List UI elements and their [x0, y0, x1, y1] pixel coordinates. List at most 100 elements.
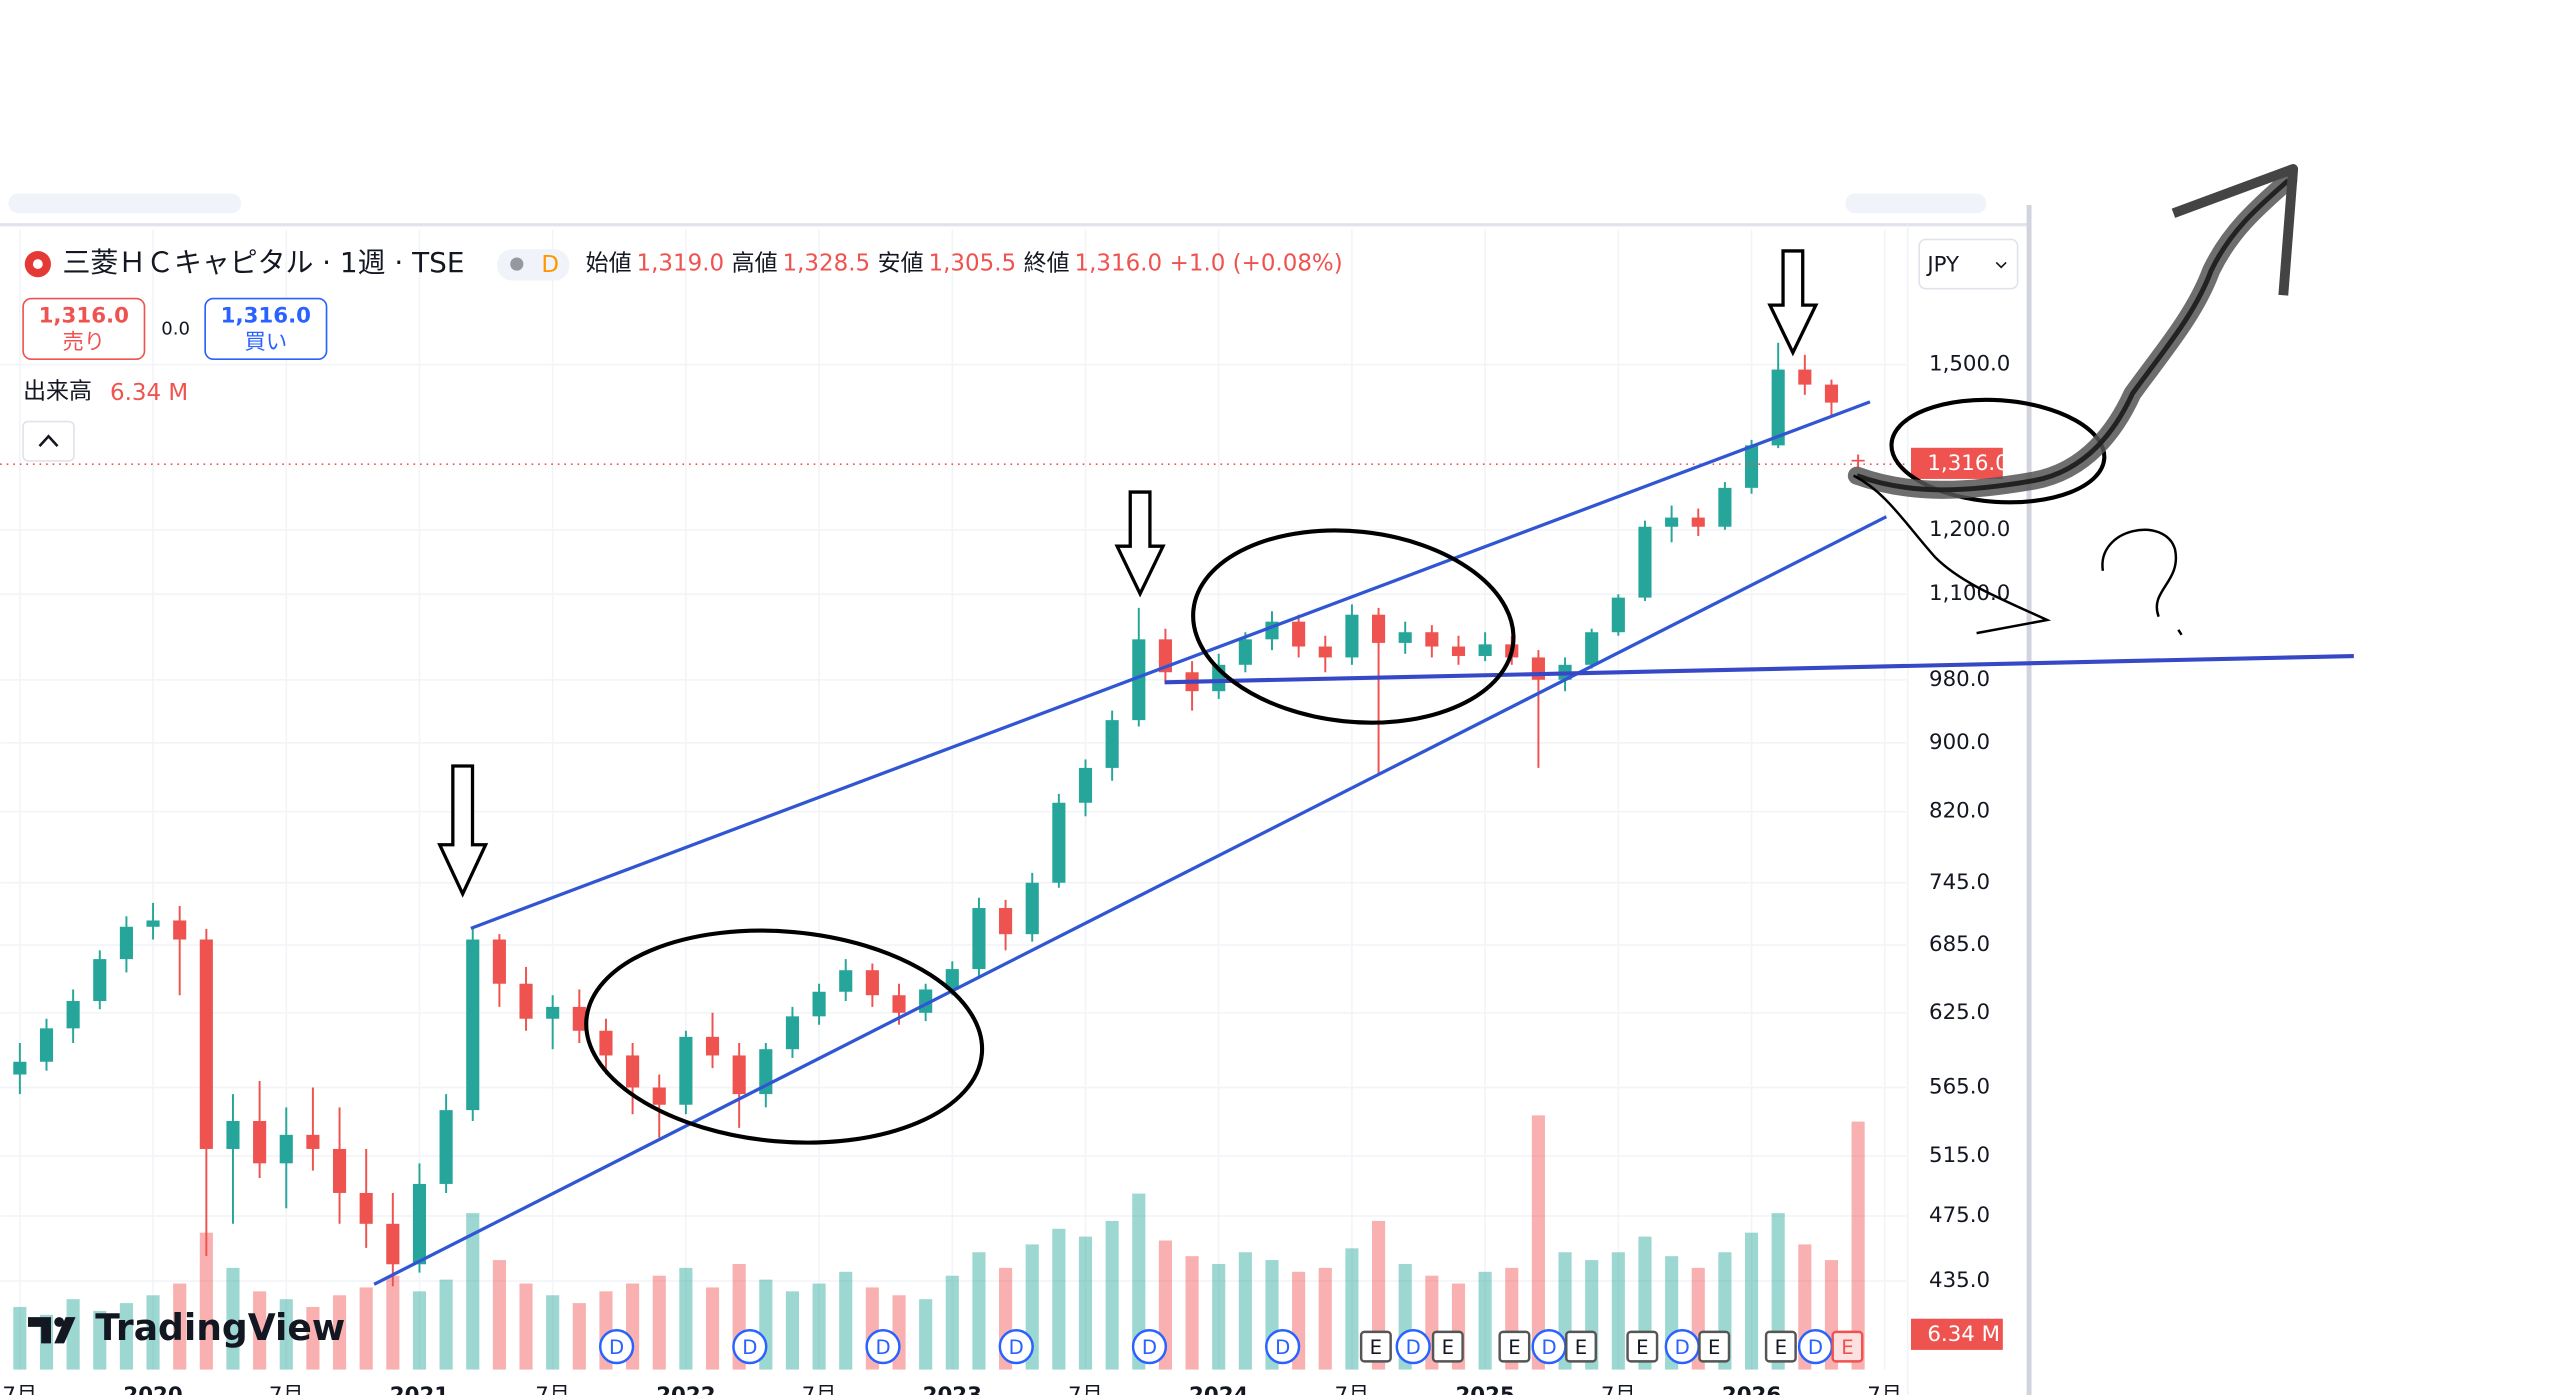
- candle-body: [439, 1110, 453, 1184]
- volume-bar: [66, 1299, 80, 1370]
- event-label: E: [1508, 1336, 1520, 1359]
- candle-body: [412, 1183, 427, 1265]
- volume-bar: [386, 1275, 400, 1370]
- buy-price[interactable]: 1,316.0: [221, 304, 311, 329]
- volume-bar: [146, 1295, 160, 1370]
- volume-bar: [226, 1267, 240, 1370]
- sell-label[interactable]: 売り: [62, 330, 105, 355]
- question-mark: [2101, 528, 2183, 636]
- candle-body: [1345, 614, 1359, 658]
- volume-bar: [785, 1291, 800, 1370]
- volume-bar: [1185, 1256, 1199, 1370]
- annotation-arrow: [437, 764, 489, 898]
- toolbar-pill: [1845, 193, 1987, 214]
- event-label: D: [875, 1336, 890, 1359]
- price-tag: 1,316.0: [1927, 451, 2008, 476]
- candle-body: [1771, 369, 1785, 446]
- x-tick-label: 7月: [802, 1383, 837, 1395]
- volume-bar: [1345, 1248, 1359, 1370]
- candle-body: [1691, 517, 1705, 527]
- volume-bar: [1478, 1271, 1492, 1370]
- volume-bar: [492, 1260, 506, 1370]
- y-tick-label: 685.0: [1929, 932, 1990, 957]
- candle-body: [359, 1192, 373, 1224]
- scribble-arrowhead: [2171, 164, 2299, 296]
- volume-bar: [412, 1291, 427, 1370]
- ohlc-label: 始値: [586, 251, 632, 277]
- volume-bar: [1052, 1228, 1066, 1370]
- event-marker: [1626, 1330, 1659, 1363]
- y-tick-label: 1,500.0: [1929, 352, 2010, 377]
- candle-body: [1372, 614, 1386, 643]
- candle-body: [865, 970, 879, 996]
- ohlc-value: 1,319.0: [637, 251, 725, 277]
- event-marker: [598, 1328, 635, 1365]
- candle-body: [1744, 445, 1759, 488]
- currency-button[interactable]: [1918, 238, 2019, 290]
- buy-button[interactable]: [204, 297, 328, 361]
- candle-body: [972, 908, 986, 970]
- candle-body: [1025, 882, 1039, 935]
- y-tick-label: 1,100.0: [1929, 581, 2010, 606]
- volume-value: 6.34 M: [110, 380, 188, 406]
- event-label: D: [1808, 1336, 1823, 1359]
- candle-body: [785, 1016, 800, 1050]
- candle-body: [892, 995, 906, 1013]
- volume-tag: 6.34 M: [1927, 1322, 2000, 1347]
- buy-label[interactable]: 買い: [245, 330, 288, 355]
- x-tick-label: 2025: [1455, 1383, 1514, 1395]
- candle-body: [705, 1036, 720, 1056]
- volume-bar: [306, 1306, 320, 1370]
- sell-button[interactable]: [22, 297, 146, 361]
- volume-bar: [1238, 1252, 1252, 1370]
- volume-bar: [173, 1283, 187, 1370]
- event-marker: [1498, 1330, 1531, 1363]
- event-label: D: [609, 1336, 624, 1359]
- volume-bar: [546, 1295, 560, 1370]
- volume-bar: [1531, 1115, 1545, 1370]
- candle-body: [572, 1006, 586, 1031]
- candle-body: [839, 970, 853, 992]
- volume-bar: [279, 1299, 293, 1370]
- ohlc-label: 高値: [732, 251, 778, 277]
- collapse-icon[interactable]: [38, 434, 59, 448]
- volume-bar: [13, 1306, 27, 1370]
- candle-body: [466, 939, 480, 1111]
- x-tick-label: 7月: [269, 1383, 304, 1395]
- badge: [497, 249, 570, 281]
- candle-body: [1824, 384, 1839, 403]
- candle-body: [1638, 526, 1652, 598]
- collapse-button[interactable]: [22, 420, 75, 462]
- event-label: D: [742, 1336, 757, 1359]
- candle-body: [332, 1148, 347, 1193]
- candle-body: [1451, 646, 1466, 656]
- sell-price[interactable]: 1,316.0: [39, 304, 129, 329]
- event-marker: [1359, 1330, 1392, 1363]
- currency[interactable]: JPY: [1925, 253, 1960, 278]
- candle-body: [1052, 802, 1066, 883]
- volume-bar: [119, 1303, 133, 1370]
- event-marker: [1565, 1330, 1598, 1363]
- candle-body: [1078, 767, 1093, 803]
- candle-body: [1531, 657, 1545, 680]
- candle-body: [626, 1055, 640, 1088]
- volume-bar: [332, 1295, 347, 1370]
- volume-bar: [1851, 1121, 1865, 1370]
- volume-bar: [919, 1299, 933, 1370]
- event-marker: [865, 1328, 901, 1365]
- volume-bar: [93, 1310, 107, 1370]
- y-tick-label: 900.0: [1929, 730, 1990, 755]
- scribble: [1853, 474, 2052, 635]
- volume-bar: [1212, 1263, 1226, 1370]
- candle-body: [519, 983, 533, 1019]
- candle-body: [306, 1134, 320, 1149]
- x-tick-label: 7月: [1601, 1383, 1636, 1395]
- candle-body: [1851, 459, 1865, 462]
- x-tick-label: 7月: [1867, 1383, 1902, 1395]
- currency-caret[interactable]: [1995, 261, 2007, 269]
- volume-bar: [466, 1213, 480, 1370]
- x-tick-label: 2021: [390, 1383, 449, 1395]
- event-label: D: [1406, 1336, 1421, 1359]
- event-label: E: [1841, 1336, 1853, 1359]
